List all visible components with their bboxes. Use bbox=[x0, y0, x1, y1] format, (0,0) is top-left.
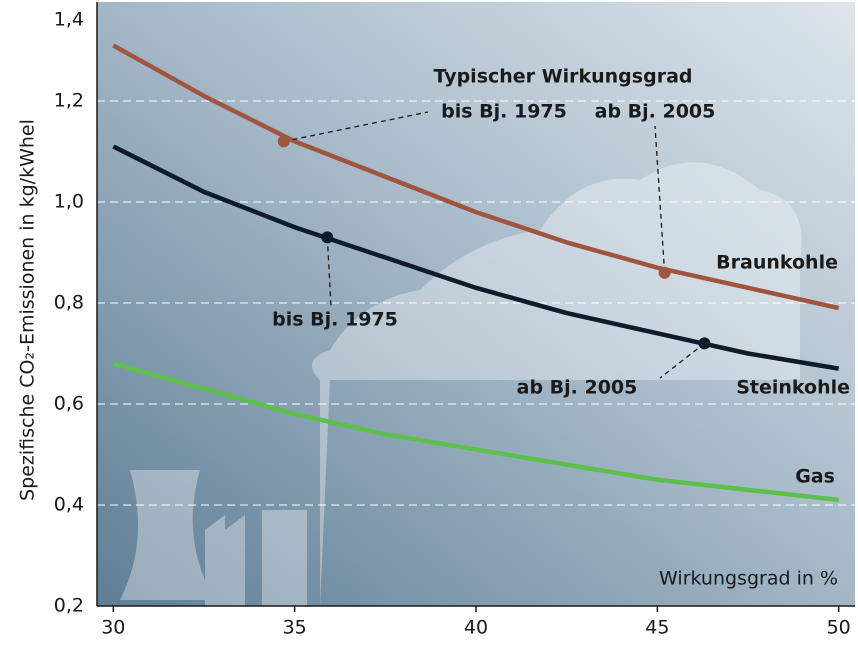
series-label: Braunkohle bbox=[716, 252, 838, 274]
y-tick-label: 1,2 bbox=[54, 90, 84, 112]
marker-label: ab Bj. 2005 bbox=[517, 377, 638, 399]
marker bbox=[659, 267, 671, 279]
marker-label: bis Bj. 1975 bbox=[441, 101, 567, 123]
x-tick-label: 50 bbox=[827, 617, 851, 639]
y-tick-label: 1,0 bbox=[54, 191, 84, 213]
x-tick-label: 45 bbox=[645, 617, 669, 639]
marker-label: ab Bj. 2005 bbox=[595, 101, 716, 123]
marker-label: bis Bj. 1975 bbox=[272, 309, 398, 331]
y-axis-title: Spezifische CO₂-Emissionen in kg/kWhel bbox=[17, 119, 39, 501]
x-tick-label: 30 bbox=[101, 617, 125, 639]
series-label: Steinkohle bbox=[736, 377, 850, 399]
y-tick-label: 0,6 bbox=[54, 393, 84, 415]
x-axis-title: Wirkungsgrad in % bbox=[659, 568, 838, 590]
y-tick-label: 1,4 bbox=[54, 9, 84, 31]
annotation-title: Typischer Wirkungsgrad bbox=[433, 66, 692, 88]
y-tick-label: 0,2 bbox=[54, 595, 84, 617]
y-tick-label: 0,8 bbox=[54, 292, 84, 314]
marker bbox=[278, 135, 290, 147]
chart: Wirkungsgrad in % Spezifische CO₂-Emissi… bbox=[0, 0, 858, 641]
x-tick-label: 35 bbox=[283, 617, 307, 639]
y-tick-label: 0,4 bbox=[54, 494, 84, 516]
x-tick-label: 40 bbox=[464, 617, 488, 639]
marker bbox=[321, 231, 333, 243]
series-label: Gas bbox=[795, 466, 835, 488]
marker bbox=[698, 337, 710, 349]
